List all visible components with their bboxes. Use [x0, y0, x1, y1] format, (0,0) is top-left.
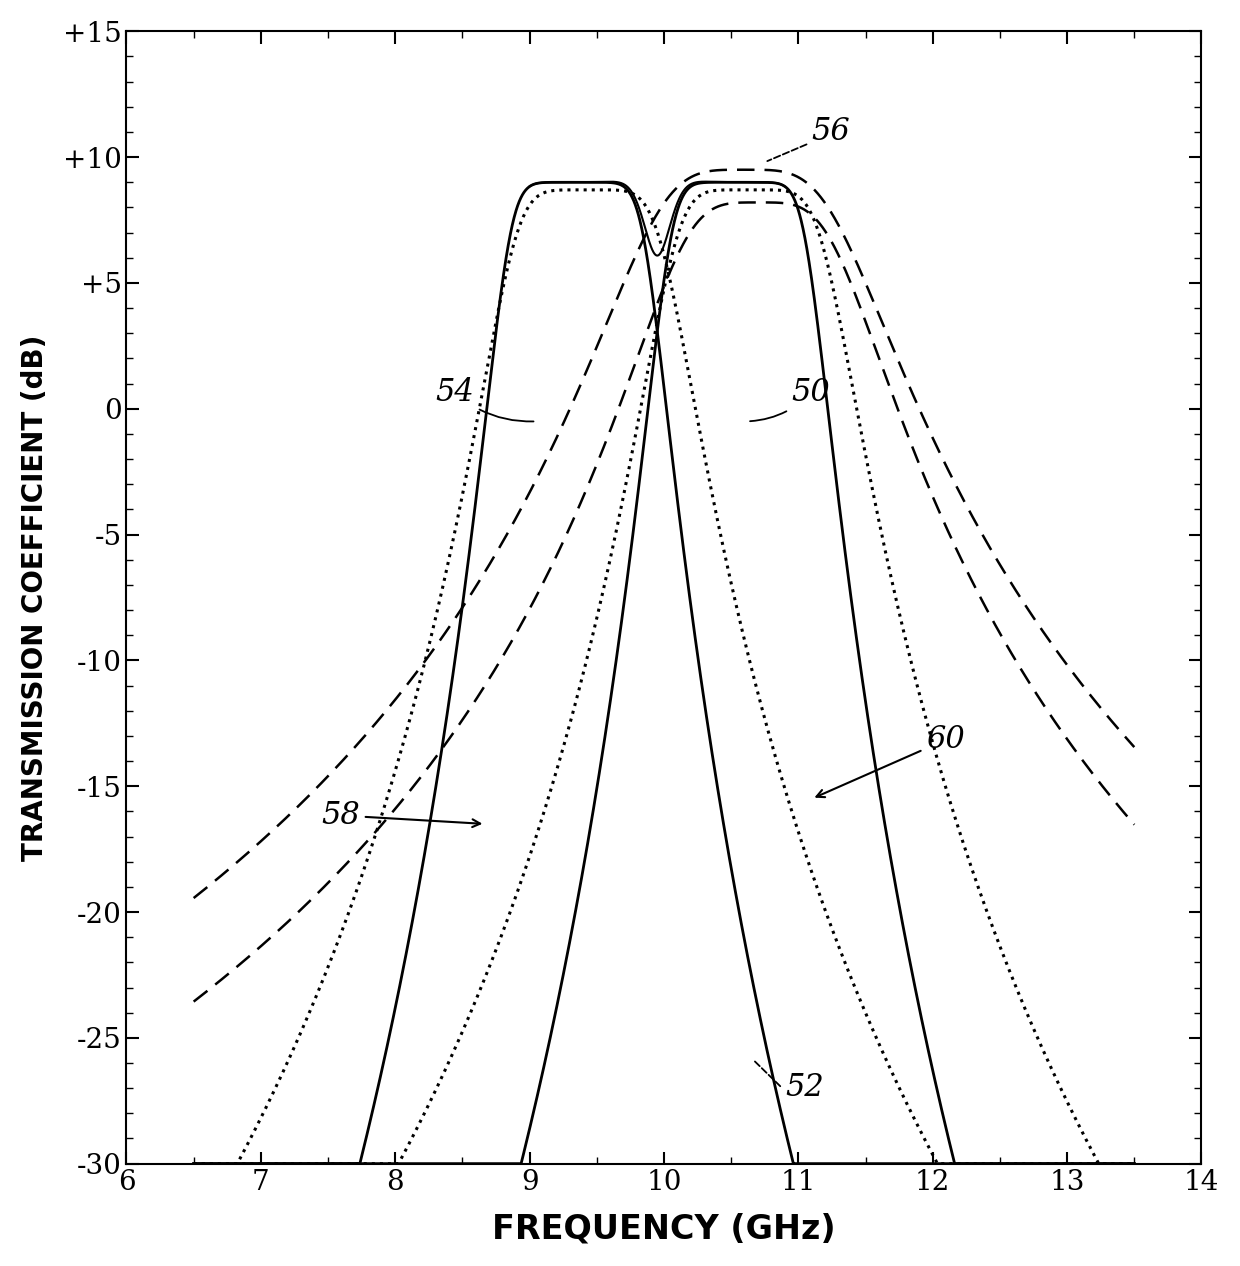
Text: 54: 54 [435, 377, 533, 422]
Text: 60: 60 [816, 724, 965, 798]
Text: 58: 58 [321, 800, 480, 830]
Text: 50: 50 [750, 377, 831, 422]
Y-axis label: TRANSMISSION COEFFICIENT (dB): TRANSMISSION COEFFICIENT (dB) [21, 334, 48, 861]
X-axis label: FREQUENCY (GHz): FREQUENCY (GHz) [492, 1212, 836, 1246]
Text: 52: 52 [785, 1072, 823, 1103]
Text: 56: 56 [812, 115, 851, 147]
